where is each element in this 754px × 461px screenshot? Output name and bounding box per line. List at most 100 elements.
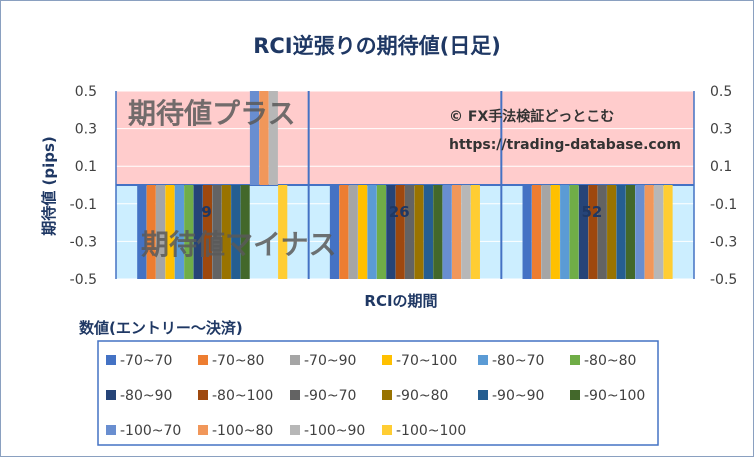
legend-swatch [106,390,116,400]
bar [616,185,626,279]
legend-swatch [198,355,208,365]
legend-label: -70~70 [120,353,172,369]
bar [663,185,673,279]
y-tick-label: 0.5 [75,84,97,100]
legend-swatch [106,355,116,365]
bar [395,185,405,279]
bar [635,185,645,279]
legend-label: -100~70 [120,423,181,439]
y-tick-label: 0.3 [75,122,97,138]
y-tick-label-right: 0.5 [710,84,732,100]
x-axis-label: RCIの期間 [364,292,437,310]
bar [569,185,579,279]
positive-zone [116,91,694,185]
bar [184,185,194,279]
bar [607,185,617,279]
bar [221,185,231,279]
bar [212,185,222,279]
bar [560,185,570,279]
legend-label: -70~90 [304,353,356,369]
legend-label: -90~80 [396,388,448,404]
bar [433,185,443,279]
legend-label: -90~100 [584,388,645,404]
y-tick-label: -0.1 [70,197,97,213]
bar [155,185,166,279]
bar [259,91,269,185]
legend-swatch [382,425,392,435]
legend-label: -80~80 [584,353,636,369]
chart-title: RCI逆張りの期待値(日足) [253,34,501,58]
bar [358,185,368,279]
bar [597,185,607,279]
bar [541,185,551,279]
bar [165,185,175,279]
bar [278,185,288,279]
bar [174,185,184,279]
legend-swatch [382,390,392,400]
legend-swatch [570,355,580,365]
legend-label: -70~80 [212,353,264,369]
legend-label: -80~70 [492,353,544,369]
legend-swatch [198,425,208,435]
legend-box [97,340,659,446]
url-annotation: https://trading-database.com [449,137,681,153]
legend-label: -90~90 [492,388,544,404]
bar [367,185,377,279]
negative-zone-label: 期待値マイナス [141,228,336,261]
y-tick-label: -0.3 [70,234,97,250]
bar [339,185,349,279]
legend-label: -100~90 [304,423,365,439]
category-label: 9 [201,203,211,221]
bar [231,185,241,279]
positive-zone-label: 期待値プラス [128,97,295,130]
bar [146,185,156,279]
bar [193,185,203,279]
legend-swatch [382,355,392,365]
category-labels: 9 26 52 [201,203,602,221]
bar [405,185,415,279]
copyright-annotation: © FX手法検証どっとこむ [449,108,614,125]
bar [644,185,654,279]
bar [202,185,213,279]
bar [654,185,664,279]
y-tick-label-right: 0.1 [710,159,732,175]
y-tick-label-right: -0.5 [710,272,737,288]
bar [376,185,387,279]
legend-swatch [478,390,488,400]
y-tick-labels-left: 0.5 0.3 0.1 -0.1 -0.3 -0.5 [70,84,97,288]
legend-swatch [570,390,580,400]
legend-label: -80~100 [212,388,273,404]
y-tick-label: -0.5 [70,272,97,288]
legend-label: -70~100 [396,353,457,369]
y-tick-label: 0.1 [75,159,97,175]
legend-swatch [290,425,300,435]
bar [348,185,358,279]
category-label: 26 [389,203,410,221]
bars [137,91,673,279]
bar [578,185,589,279]
bar [240,185,250,279]
bar [414,185,424,279]
legend-swatch [290,355,300,365]
bar [522,185,532,279]
legend-label: -90~70 [304,388,356,404]
legend-label: -100~100 [396,423,466,439]
y-tick-label-right: -0.1 [710,197,737,213]
bar [249,91,260,185]
bar [461,185,471,279]
category-label: 52 [581,203,602,221]
bar [442,185,452,279]
y-tick-label-right: -0.3 [710,234,737,250]
bar [423,185,433,279]
legend: -70~70 -70~80 -70~90 -70~100 -80~70 -80~80 -80… [106,353,645,439]
bar [531,185,542,279]
legend-label: -100~80 [212,423,273,439]
legend-swatch [198,390,208,400]
bar [470,185,480,279]
bar [329,185,340,279]
bar [137,185,147,279]
bar [268,91,278,185]
